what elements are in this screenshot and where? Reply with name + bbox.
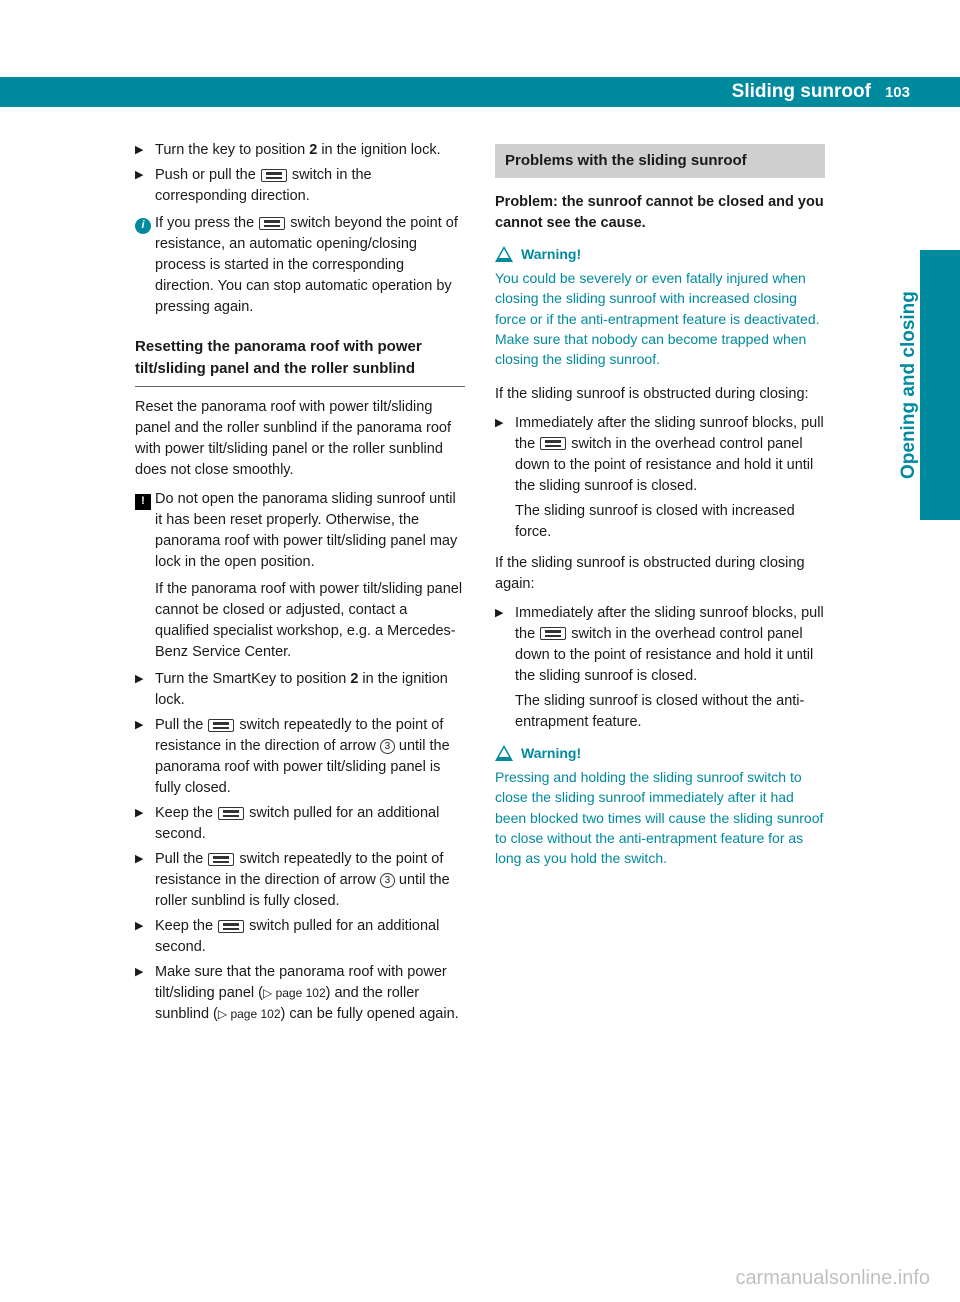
- result-text: The sliding sunroof is closed with incre…: [515, 501, 825, 543]
- step-marker-icon: ▶: [135, 715, 155, 799]
- text: in the ignition lock.: [317, 142, 440, 158]
- step-item: ▶ Pull the switch repeatedly to the poin…: [135, 849, 465, 912]
- step-text: Turn the SmartKey to position 2 in the i…: [155, 669, 465, 711]
- step-text: Pull the switch repeatedly to the point …: [155, 849, 465, 912]
- body-text: If the sliding sunroof is obstructed dur…: [495, 553, 825, 595]
- header-bar: Sliding sunroof 103: [0, 77, 960, 107]
- warning-triangle-icon: [495, 246, 513, 262]
- step-text: Keep the switch pulled for an additional…: [155, 803, 465, 845]
- caution-text-2: If the panorama roof with power tilt/sli…: [155, 579, 465, 663]
- step-marker-icon: ▶: [135, 165, 155, 207]
- result-text: The sliding sunroof is closed without th…: [515, 691, 825, 733]
- text: Push or pull the: [155, 167, 260, 183]
- reset-intro: Reset the panorama roof with power tilt/…: [135, 397, 465, 481]
- switch-icon: [208, 853, 234, 866]
- right-column: Problems with the sliding sunroof Proble…: [495, 140, 825, 1029]
- warning-triangle-icon: [495, 745, 513, 761]
- warning-box: Warning! You could be severely or even f…: [495, 244, 825, 370]
- header-title: Sliding sunroof: [732, 81, 871, 103]
- step-text: Make sure that the panorama roof with po…: [155, 962, 465, 1025]
- step-text: Push or pull the switch in the correspon…: [155, 165, 465, 207]
- text: Pull the: [155, 851, 207, 867]
- step-marker-icon: ▶: [135, 849, 155, 912]
- step-marker-icon: ▶: [135, 962, 155, 1025]
- step-item: ▶ Make sure that the panorama roof with …: [135, 962, 465, 1025]
- warning-box: Warning! Pressing and holding the slidin…: [495, 743, 825, 869]
- text: Keep the: [155, 918, 217, 934]
- left-column: ▶ Turn the key to position 2 in the igni…: [135, 140, 465, 1029]
- step-item: ▶ Immediately after the sliding sunroof …: [495, 603, 825, 733]
- info-icon: i: [135, 218, 151, 234]
- page-ref: ▷ page 102: [218, 1007, 281, 1021]
- switch-icon: [540, 627, 566, 640]
- step-text: Immediately after the sliding sunroof bl…: [515, 413, 825, 543]
- warning-heading: Warning!: [495, 743, 825, 763]
- warning-text: Pressing and holding the sliding sunroof…: [495, 767, 825, 868]
- step-text: Pull the switch repeatedly to the point …: [155, 715, 465, 799]
- step-marker-icon: ▶: [495, 413, 515, 543]
- warning-label: Warning!: [521, 244, 581, 264]
- step-marker-icon: ▶: [135, 803, 155, 845]
- caution-icon: !: [135, 494, 151, 510]
- warning-label: Warning!: [521, 743, 581, 763]
- switch-icon: [218, 807, 244, 820]
- warning-heading: Warning!: [495, 244, 825, 264]
- text: ) can be fully opened again.: [281, 1006, 459, 1022]
- section-banner: Problems with the sliding sunroof: [495, 144, 825, 178]
- step-item: ▶ Keep the switch pulled for an addition…: [135, 803, 465, 845]
- body-text: If the sliding sunroof is obstructed dur…: [495, 384, 825, 405]
- side-tab-label: Opening and closing: [894, 250, 924, 520]
- step-item: ▶ Push or pull the switch in the corresp…: [135, 165, 465, 207]
- switch-icon: [259, 217, 285, 230]
- step-text: Keep the switch pulled for an additional…: [155, 916, 465, 958]
- step-item: ▶ Immediately after the sliding sunroof …: [495, 413, 825, 543]
- step-item: ▶ Keep the switch pulled for an addition…: [135, 916, 465, 958]
- info-note: i If you press the switch beyond the poi…: [135, 213, 465, 318]
- step-text: Immediately after the sliding sunroof bl…: [515, 603, 825, 733]
- step-marker-icon: ▶: [135, 669, 155, 711]
- step-item: ▶ Turn the key to position 2 in the igni…: [135, 140, 465, 161]
- page-number: 103: [885, 84, 910, 101]
- warning-text: You could be severely or even fatally in…: [495, 268, 825, 369]
- step-item: ▶ Turn the SmartKey to position 2 in the…: [135, 669, 465, 711]
- step-marker-icon: ▶: [135, 140, 155, 161]
- page-ref: ▷ page 102: [263, 986, 326, 1000]
- switch-icon: [261, 169, 287, 182]
- side-tab-bg: [920, 250, 960, 520]
- content-area: ▶ Turn the key to position 2 in the igni…: [135, 140, 825, 1029]
- text: Keep the: [155, 805, 217, 821]
- circled-number-icon: 3: [380, 739, 395, 754]
- info-text: If you press the switch beyond the point…: [155, 213, 465, 318]
- caution-text: Do not open the panorama sliding sunroof…: [155, 489, 465, 573]
- text: Turn the SmartKey to position: [155, 671, 350, 687]
- circled-number-icon: 3: [380, 873, 395, 888]
- step-text: Turn the key to position 2 in the igniti…: [155, 140, 465, 161]
- step-marker-icon: ▶: [135, 916, 155, 958]
- caution-note: ! Do not open the panorama sliding sunro…: [135, 489, 465, 573]
- switch-icon: [218, 920, 244, 933]
- text: Pull the: [155, 717, 207, 733]
- step-item: ▶ Pull the switch repeatedly to the poin…: [135, 715, 465, 799]
- problem-title: Problem: the sunroof cannot be closed an…: [495, 192, 825, 234]
- watermark: carmanualsonline.info: [735, 1267, 930, 1290]
- step-marker-icon: ▶: [495, 603, 515, 733]
- text: Turn the key to position: [155, 142, 309, 158]
- switch-icon: [540, 437, 566, 450]
- switch-icon: [208, 719, 234, 732]
- subheading: Resetting the panorama roof with power t…: [135, 336, 465, 387]
